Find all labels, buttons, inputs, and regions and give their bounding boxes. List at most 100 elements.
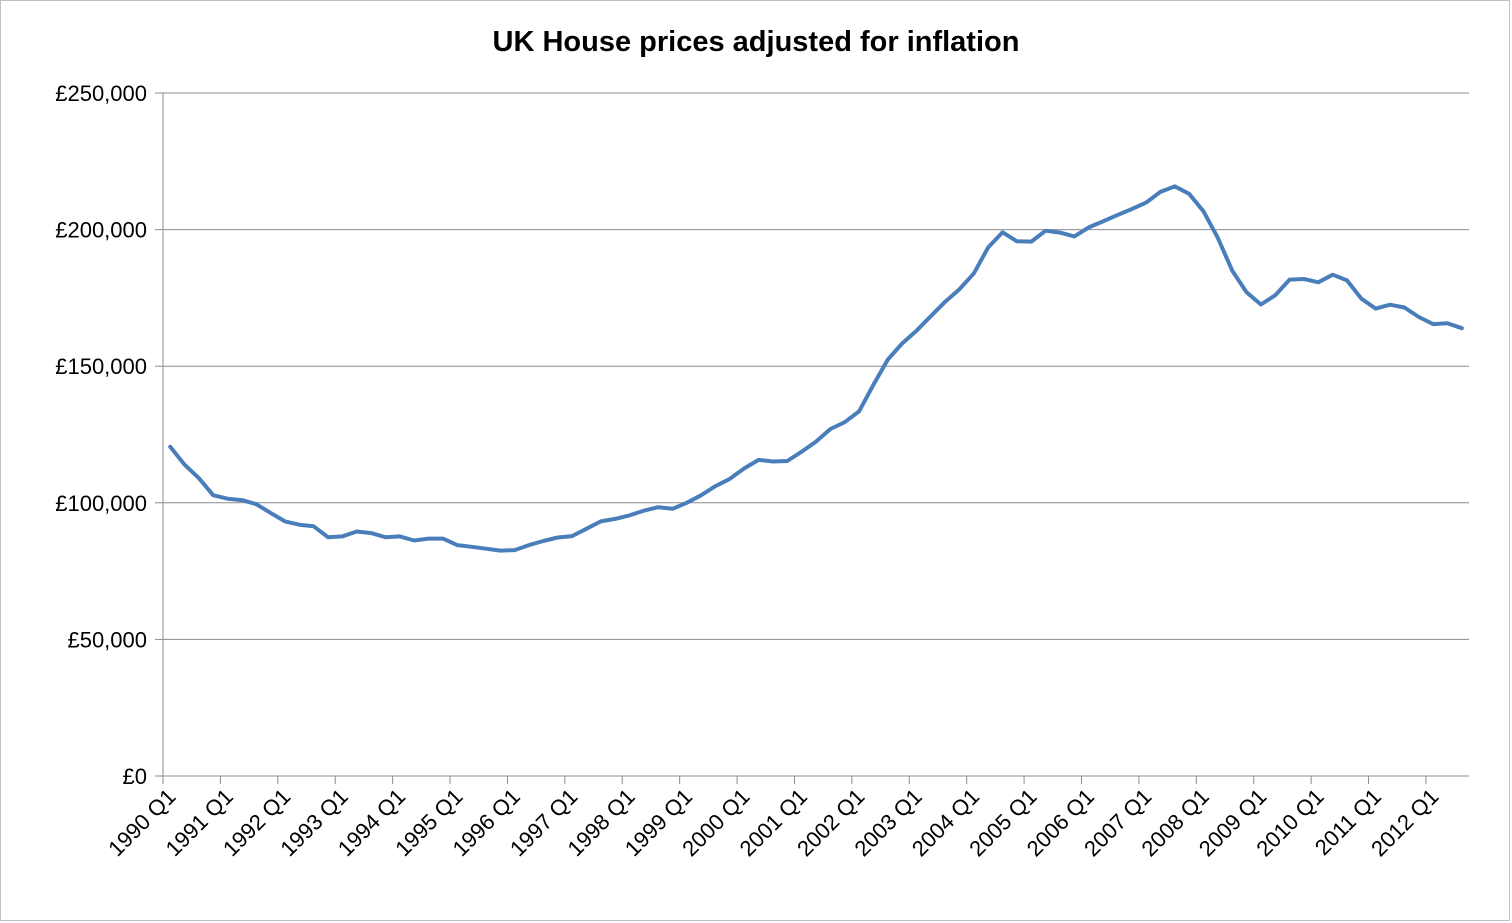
data-point <box>1216 236 1220 240</box>
data-point <box>1259 303 1263 307</box>
data-point <box>1072 234 1076 238</box>
data-point <box>1130 207 1134 211</box>
data-point <box>398 534 402 538</box>
data-point <box>1044 229 1048 233</box>
data-point <box>915 329 919 333</box>
data-point <box>1173 184 1177 188</box>
series-line <box>168 184 1464 553</box>
data-point <box>1029 240 1033 244</box>
data-point <box>828 427 832 431</box>
data-point <box>972 271 976 275</box>
data-point <box>513 548 517 552</box>
data-point <box>627 513 631 517</box>
data-point <box>312 524 316 528</box>
data-point <box>455 543 459 547</box>
data-point <box>297 523 301 527</box>
data-point <box>599 519 603 523</box>
data-point <box>642 509 646 513</box>
gridlines <box>163 92 1469 640</box>
axes <box>155 92 1469 784</box>
series-layer <box>168 184 1464 553</box>
data-point <box>1302 277 1306 281</box>
data-point <box>570 534 574 538</box>
data-point <box>1431 322 1435 326</box>
data-point <box>340 534 344 538</box>
data-point <box>886 358 890 362</box>
data-point <box>211 493 215 497</box>
data-point <box>1015 239 1019 243</box>
data-point <box>1087 225 1091 229</box>
data-point <box>470 545 474 549</box>
data-point <box>900 342 904 346</box>
y-tick-label: £250,000 <box>55 81 147 106</box>
data-point <box>714 484 718 488</box>
data-point <box>369 531 373 535</box>
data-point <box>269 511 273 515</box>
data-point <box>1417 315 1421 319</box>
data-point <box>1359 297 1363 301</box>
data-point <box>226 497 230 501</box>
data-point <box>355 530 359 534</box>
chart-title: UK House prices adjusted for inflation <box>492 26 1020 58</box>
data-point <box>1388 303 1392 307</box>
data-point <box>1288 278 1292 282</box>
data-point <box>498 549 502 553</box>
data-point <box>1230 269 1234 273</box>
y-tick-label: £100,000 <box>55 491 147 516</box>
data-point <box>1460 326 1464 330</box>
data-point <box>1001 230 1005 234</box>
y-tick-label: £150,000 <box>55 354 147 379</box>
data-point <box>1316 280 1320 284</box>
data-point <box>800 450 804 454</box>
data-point <box>843 420 847 424</box>
data-point <box>197 476 201 480</box>
data-point <box>871 383 875 387</box>
data-point <box>943 300 947 304</box>
data-point <box>384 535 388 539</box>
data-point <box>412 539 416 543</box>
data-point <box>283 519 287 523</box>
data-point <box>1374 307 1378 311</box>
data-point <box>771 460 775 464</box>
y-tick-label: £200,000 <box>55 218 147 243</box>
data-point <box>1345 278 1349 282</box>
data-point <box>785 459 789 463</box>
data-point <box>1158 190 1162 194</box>
data-point <box>757 458 761 462</box>
data-point <box>240 498 244 502</box>
data-point <box>484 547 488 551</box>
data-point <box>1144 201 1148 205</box>
data-point <box>541 539 545 543</box>
data-point <box>1273 293 1277 297</box>
data-point <box>728 477 732 481</box>
data-point <box>742 466 746 470</box>
data-point <box>1202 209 1206 213</box>
data-point <box>1101 219 1105 223</box>
data-point <box>1058 231 1062 235</box>
data-point <box>183 463 187 467</box>
data-point <box>1115 213 1119 217</box>
data-point <box>1402 306 1406 310</box>
y-tick-label: £50,000 <box>67 627 147 652</box>
data-point <box>1187 192 1191 196</box>
data-point <box>1245 290 1249 294</box>
data-point <box>929 314 933 318</box>
data-point <box>699 493 703 497</box>
data-point <box>556 536 560 540</box>
data-point <box>584 527 588 531</box>
data-point <box>671 507 675 511</box>
data-point <box>326 535 330 539</box>
data-point <box>613 517 617 521</box>
data-point <box>958 287 962 291</box>
data-point <box>527 543 531 547</box>
data-point <box>986 245 990 249</box>
data-point <box>427 537 431 541</box>
data-point <box>1331 273 1335 277</box>
data-point <box>685 501 689 505</box>
data-point <box>814 440 818 444</box>
tick-labels: £0 £50,000 £100,000 £150,000 £200,000 £250,00… <box>55 81 1443 861</box>
data-point <box>168 445 172 449</box>
data-point <box>857 409 861 413</box>
data-point <box>441 537 445 541</box>
